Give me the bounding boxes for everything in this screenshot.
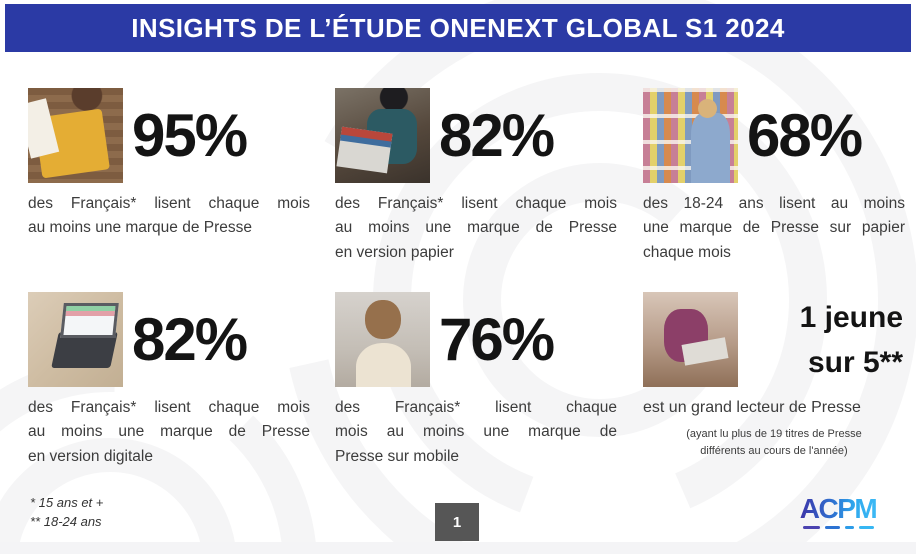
stat-subcaption: (ayant lu plus de 19 titres de Presse di…: [686, 428, 862, 458]
photo-laptop-and-smartphone-desk: [28, 292, 123, 387]
stat-block-68: 68% des 18-24 ans lisent au moins une ma…: [643, 88, 905, 265]
stat-block-95: 95% des Français* lisent chaque mois au …: [28, 88, 310, 241]
stat-value: 82%: [439, 101, 555, 169]
stat-block-76: 76% des Français* lisent chaque mois au …: [335, 292, 617, 469]
stat-top: 1 jeune sur 5**: [643, 292, 905, 387]
stat-value: 82%: [132, 305, 248, 373]
stat-caption: des Français* lisent chaque mois au moin…: [335, 399, 617, 465]
stat-caption: des Français* lisent chaque mois au moin…: [28, 399, 310, 465]
stat-value: 68%: [747, 101, 863, 169]
stat-top: 82%: [335, 88, 617, 183]
stat-value-line1: 1 jeune: [799, 300, 903, 334]
page-number: 1: [435, 503, 479, 541]
photo-man-reading-newspaper: [335, 88, 430, 183]
stat-caption: des Français* lisent chaque mois au moin…: [335, 195, 617, 261]
footnote-1: * 15 ans et +: [30, 495, 104, 510]
stat-block-82-digital: 82% des Français* lisent chaque mois au …: [28, 292, 310, 469]
photo-woman-with-smartphone: [335, 292, 430, 387]
bottom-strip: [0, 542, 916, 554]
stat-top: 76%: [335, 292, 617, 387]
stat-top: 95%: [28, 88, 310, 183]
stat-value: 1 jeune sur 5**: [738, 295, 905, 385]
stat-block-82-papier: 82% des Français* lisent chaque mois au …: [335, 88, 617, 265]
acpm-logo-underline: [790, 526, 886, 529]
stat-value: 76%: [439, 305, 555, 373]
slide-title: INSIGHTS DE L’ÉTUDE ONENEXT GLOBAL S1 20…: [131, 12, 785, 43]
stat-block-1-jeune-sur-5: 1 jeune sur 5** est un grand lecteur de …: [643, 292, 905, 460]
stat-caption: des 18-24 ans lisent au moins une marque…: [643, 195, 905, 261]
footnotes: * 15 ans et + ** 18-24 ans: [30, 494, 103, 532]
photo-person-browsing-magazine-rack: [643, 88, 738, 183]
photo-woman-reading-on-sofa: [643, 292, 738, 387]
stat-value: 95%: [132, 101, 248, 169]
photo-woman-reading-yellow-magazine: [28, 88, 123, 183]
stat-top: 82%: [28, 292, 310, 387]
acpm-logo-text: ACPM: [799, 493, 878, 524]
stat-top: 68%: [643, 88, 905, 183]
stat-value-line2: sur 5**: [807, 345, 903, 379]
stat-caption: est un grand lecteur de Presse: [643, 399, 861, 416]
title-banner: INSIGHTS DE L’ÉTUDE ONENEXT GLOBAL S1 20…: [5, 4, 911, 52]
footnote-2: ** 18-24 ans: [30, 513, 102, 529]
acpm-logo: ACPM: [790, 495, 886, 529]
stat-caption: des Français* lisent chaque mois au moin…: [28, 195, 310, 237]
